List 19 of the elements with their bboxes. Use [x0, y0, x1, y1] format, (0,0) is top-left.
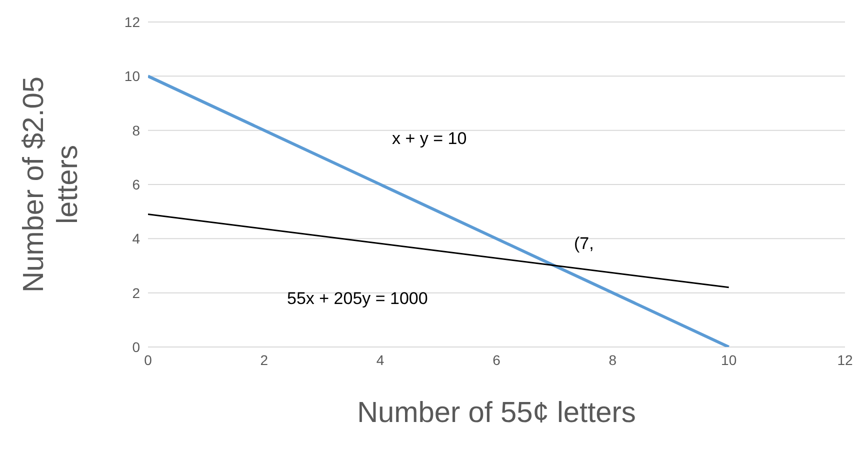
- x-tick-label: 4: [376, 352, 384, 368]
- x-tick-label: 2: [260, 352, 268, 368]
- x-tick-label: 12: [837, 352, 853, 368]
- x-tick-label: 10: [721, 352, 737, 368]
- x-tick-label: 0: [144, 352, 152, 368]
- y-tick-label: 8: [132, 122, 140, 138]
- x-tick-label: 8: [608, 352, 617, 368]
- y-axis-title: Number of $2.05 letters: [18, 76, 84, 293]
- y-tick-label: 4: [132, 230, 140, 247]
- x-tick-label: 6: [492, 352, 501, 368]
- annotation: 55x + 205y = 1000: [287, 289, 428, 309]
- annotation: (7,: [574, 234, 594, 254]
- y-tick-label: 2: [132, 284, 140, 301]
- y-tick-label: 10: [124, 68, 140, 84]
- x-axis-title: Number of 55¢ letters: [357, 397, 636, 429]
- y-tick-label: 6: [132, 176, 140, 192]
- y-tick-label: 12: [124, 14, 140, 30]
- y-tick-label: 0: [132, 338, 140, 355]
- annotation: x + y = 10: [392, 129, 467, 149]
